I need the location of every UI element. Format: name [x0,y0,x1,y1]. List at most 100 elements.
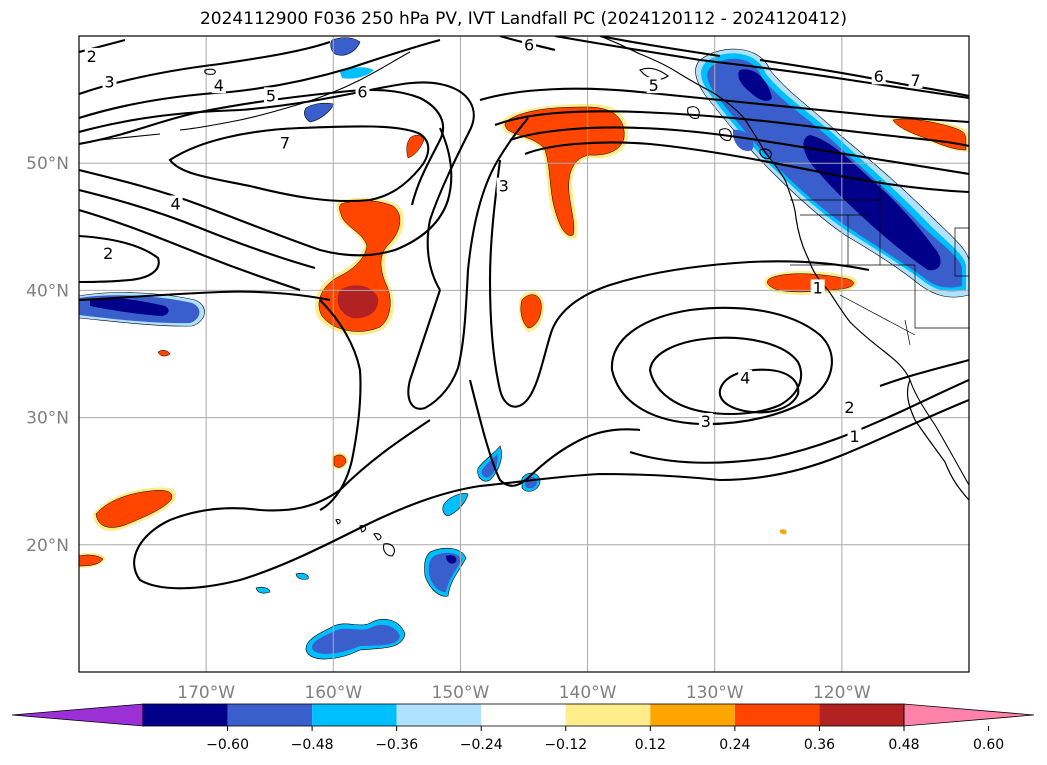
strong-negative-pv-core [738,69,772,101]
contour-label-bg [168,195,183,212]
longitude-tick-label: 140°W [559,683,617,703]
latitude-tick-label: 20°N [26,536,69,556]
contour-label: 6 [874,67,884,86]
map-frame [78,35,970,673]
contour-high-core [718,368,800,414]
strong-positive-pv-core [337,285,379,319]
contour-label-bg [810,279,825,296]
colorbar-bin [734,704,820,726]
contour-label-bg [738,369,753,386]
colorbar-bin [565,704,651,726]
colorbar-tick-label: −0.24 [460,737,503,753]
colorbar-extend-max [903,703,1035,727]
latitude-tick-label: 50°N [26,154,69,174]
colorbar-bin [481,704,566,726]
contour-label-bg [355,83,370,100]
contour-2-north [79,38,126,54]
contour-label: 2 [103,244,113,263]
colorbar-tick-label: 0.60 [973,737,1004,753]
contour-label: 6 [357,83,367,102]
contour-label: 4 [740,369,750,388]
contour-4-north [79,38,441,120]
map-title: 2024112900 F036 250 hPa PV, IVT Landfall… [199,9,847,29]
contour-label-bg [277,134,292,151]
contour-label: 2 [844,398,854,417]
contour-label-bg [84,47,99,64]
contour-label-bg [263,87,278,104]
contour-3-west [79,290,331,302]
contour-label-bg [908,72,923,89]
contour-label-bg [842,398,857,415]
contour-label: 3 [104,72,114,91]
longitude-tick-label: 170°W [177,683,235,703]
longitude-tick-label: 160°W [304,683,362,703]
longitude-tick-label: 130°W [686,683,744,703]
coastlines [99,36,969,557]
contour-label-bg [646,77,661,94]
pv-shading [79,37,969,660]
contour-3-north [79,41,331,95]
latitude-tick-label: 40°N [26,281,69,301]
colorbar-bin [650,704,735,726]
contour-high-outer [610,306,833,426]
longitude-tick-label: 150°W [432,683,490,703]
contour-label-bg [101,245,116,262]
longitude-tick-label: 120°W [813,683,871,703]
colorbar-outline [142,703,905,727]
colorbar-tick-label: 0.24 [719,737,750,753]
contour-label-bg [102,73,117,90]
contour-label-bg [211,77,226,94]
latitude-labels: 20°N 30°N 40°N 50°N [26,154,69,556]
contour-label: 3 [701,412,711,431]
colorbar-tick-label: 0.48 [888,737,919,753]
contour-label: 5 [649,76,659,95]
contour-label: 4 [171,194,181,213]
colorbar: −0.60 −0.48 −0.36 −0.24 −0.12 0.12 0.24 0.36 0.4… [11,703,1035,753]
north-america-coast [599,36,969,501]
contour-label: 6 [524,35,534,54]
contour-label-bg [496,177,511,194]
contour-label: 7 [911,71,921,90]
contour-1-south [133,399,969,590]
colorbar-bin [819,704,904,726]
longitude-labels: 170°W 160°W 150°W 140°W 130°W 120°W [177,683,871,703]
contour-2-west [79,234,160,284]
latitude-tick-label: 30°N [26,409,69,429]
contour-label: 1 [813,278,823,297]
hawaii-islands [335,518,395,557]
contour-label-bg [522,36,537,53]
colorbar-tick-label: −0.12 [544,737,587,753]
contour-low-ring [79,127,453,257]
contour-trough-outer [479,87,969,124]
colorbar-bin [227,704,313,726]
colorbar-tick-label: 0.36 [804,737,835,753]
baja-coast [909,379,969,486]
gridlines [79,36,969,672]
colorbar-bin [312,704,397,726]
contour-label: 5 [266,86,276,105]
colorbar-bin [143,704,228,726]
state-borders [790,180,969,346]
contour-label: 2 [87,47,97,66]
contour-label-bg [847,428,862,445]
contour-6-northeast [554,36,969,100]
pv-contours [79,36,969,590]
colorbar-extend-min [11,703,144,727]
contour-label: 7 [280,133,290,152]
contour-label-bg [698,412,713,429]
colorbar-tick-label: −0.60 [206,737,249,753]
contour-6-mid [79,88,445,206]
contour-label: 4 [214,76,224,95]
colorbar-tick-label: −0.36 [375,737,418,753]
contour-5-north [79,81,475,291]
contour-high-inner [648,336,803,416]
contour-label-bg [871,68,886,85]
contour-7-northeast [759,58,969,98]
contour-label: 1 [849,427,859,446]
contour-label: 3 [499,177,509,196]
contour-trough-axis [407,117,529,410]
contour-2-east [629,379,969,464]
colorbar-bin [396,704,482,726]
